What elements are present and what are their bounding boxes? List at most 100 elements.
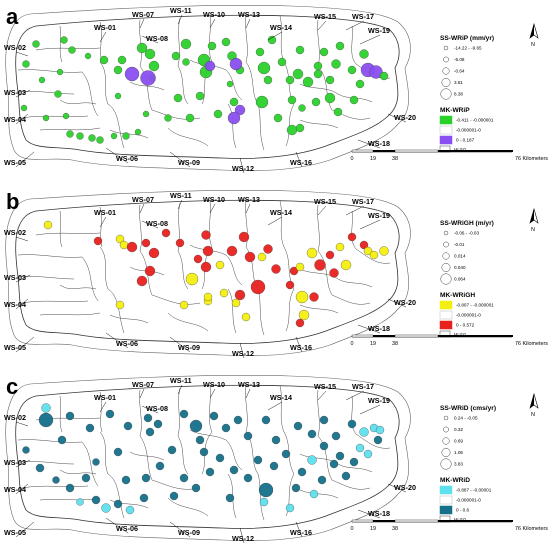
north-arrow-label: N	[531, 227, 535, 233]
station-point	[38, 412, 54, 428]
scale-bar-tick: 76 Kilometers	[515, 526, 548, 532]
station-point	[295, 123, 305, 133]
station-point	[221, 37, 231, 47]
station-point	[76, 498, 84, 506]
watershed-label: WS-04	[4, 485, 26, 494]
station-point	[195, 435, 205, 445]
station-point	[319, 441, 329, 451]
label-leader	[141, 35, 159, 44]
size-legend-symbol	[443, 426, 449, 433]
station-point	[271, 435, 281, 445]
scale-bar-tick: 38	[392, 526, 398, 532]
hu10-label: HU10	[454, 517, 466, 522]
label-leader	[387, 113, 407, 123]
label-leader	[99, 401, 107, 413]
label-leader	[239, 157, 245, 174]
watershed-label: WS-01	[94, 208, 116, 217]
size-legend-symbol	[443, 56, 449, 63]
label-leader	[387, 483, 407, 493]
station-point	[234, 289, 246, 301]
watershed-labels: WS-01 WS-02 WS-03 WS-04 WS-05 WS-06 WS-07 WS-08…	[4, 191, 416, 359]
label-leader	[177, 384, 183, 395]
station-point	[167, 445, 177, 455]
label-leader	[295, 336, 303, 353]
station-point	[340, 259, 352, 271]
size-legend-symbol	[441, 78, 451, 87]
station-point	[267, 35, 277, 45]
watershed-label: WS-18	[368, 139, 390, 148]
trend-points	[43, 220, 389, 328]
label-leader	[15, 51, 29, 57]
watershed-label: WS-07	[132, 10, 154, 19]
label-leader	[295, 151, 303, 168]
station-point	[142, 110, 150, 118]
station-point	[309, 489, 319, 499]
label-leader	[15, 459, 31, 468]
station-point	[229, 57, 243, 71]
label-leader	[239, 342, 245, 359]
station-point	[347, 419, 357, 429]
station-point	[65, 483, 75, 493]
station-point	[263, 244, 273, 254]
station-point	[38, 76, 46, 84]
watershed-label: WS-13	[238, 10, 260, 19]
station-point	[145, 427, 155, 437]
watershed-label: WS-14	[270, 23, 292, 32]
scale-bar-tick: 76 Kilometers	[515, 156, 548, 162]
station-point	[140, 70, 156, 86]
label-leader	[317, 205, 327, 216]
label-leader	[295, 521, 303, 538]
label-leader	[169, 151, 191, 168]
label-leader	[15, 151, 35, 168]
panel-letter: b	[6, 189, 19, 214]
station-point	[295, 262, 305, 272]
island-basemap	[5, 374, 411, 542]
mk-legend-label: 0 - 0.187	[456, 138, 475, 143]
station-point	[88, 134, 96, 142]
station-point	[173, 93, 183, 103]
station-point	[189, 419, 203, 433]
label-leader	[359, 34, 381, 45]
station-point	[311, 97, 321, 107]
label-leader	[177, 14, 183, 25]
size-legend-symbol	[442, 437, 450, 445]
mk-legend-title: MK-WRiD	[440, 477, 470, 484]
watershed-label: WS-05	[4, 343, 26, 352]
station-point	[42, 114, 50, 122]
station-point	[307, 455, 317, 465]
station-point	[215, 453, 225, 463]
station-point	[101, 503, 111, 513]
island-basemap	[5, 4, 411, 172]
station-point	[292, 68, 304, 80]
label-leader	[359, 404, 381, 415]
size-legend-label: 3.83	[454, 462, 463, 467]
station-point	[144, 265, 156, 277]
station-point	[205, 467, 215, 477]
watershed-label: WS-03	[4, 273, 26, 282]
station-point	[295, 318, 305, 328]
watershed-label: WS-17	[352, 382, 374, 391]
station-point	[148, 60, 160, 72]
watershed-labels: WS-01 WS-02 WS-03 WS-04 WS-05 WS-06 WS-07 WS-08…	[4, 6, 416, 174]
station-point	[161, 228, 171, 238]
station-point	[319, 415, 329, 425]
station-point	[253, 455, 263, 465]
watershed-label: WS-10	[203, 380, 225, 389]
watershed-label: WS-04	[4, 300, 26, 309]
station-point	[329, 268, 339, 278]
station-point	[117, 55, 127, 65]
station-point	[207, 41, 217, 51]
watershed-label: WS-02	[4, 413, 26, 422]
station-point	[22, 60, 30, 68]
station-point	[244, 251, 256, 263]
label-leader	[141, 405, 159, 414]
watershed-label: WS-15	[314, 382, 336, 391]
watershed-label: WS-11	[170, 376, 192, 385]
station-point	[57, 435, 67, 445]
label-leader	[169, 521, 191, 538]
station-point	[52, 476, 60, 484]
station-point	[285, 75, 295, 85]
station-point	[60, 36, 68, 44]
watershed-label: WS-01	[94, 23, 116, 32]
station-point	[286, 124, 298, 136]
